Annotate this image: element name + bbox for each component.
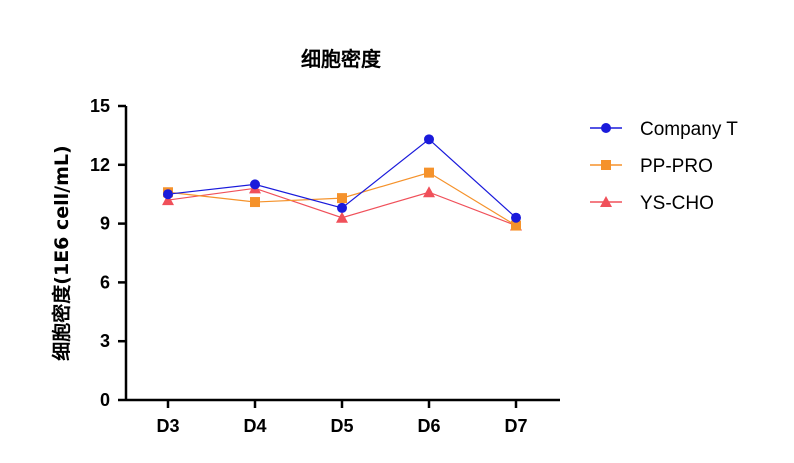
legend-item: PP-PRO <box>590 156 713 177</box>
data-point-triangle <box>336 211 348 223</box>
y-tick-label: 12 <box>90 155 110 175</box>
y-tick-label: 0 <box>100 390 110 410</box>
data-point-circle <box>337 202 347 213</box>
x-tick-label: D7 <box>504 416 527 436</box>
y-axis-label: 细胞密度(1E6 cell/mL) <box>50 145 73 360</box>
legend-label: YS-CHO <box>640 193 714 214</box>
data-point-circle <box>163 189 173 200</box>
data-point-square <box>511 220 521 231</box>
legend-marker-square <box>601 160 611 170</box>
x-tick-label: D3 <box>156 416 179 436</box>
data-point-circle <box>250 179 260 190</box>
data-point-triangle <box>162 194 174 206</box>
x-tick-label: D5 <box>330 416 353 436</box>
data-point-square <box>337 193 347 204</box>
y-tick-label: 15 <box>90 96 110 116</box>
data-point-triangle <box>423 186 435 198</box>
legend-marker-circle <box>601 123 611 133</box>
data-point-square <box>250 197 260 208</box>
y-tick-label: 9 <box>100 214 110 234</box>
legend-marker-triangle <box>600 196 612 207</box>
y-tick-label: 3 <box>100 331 110 351</box>
legend-label: Company T <box>640 119 738 140</box>
x-tick-label: D6 <box>417 416 440 436</box>
data-point-circle <box>424 134 434 145</box>
legend-label: PP-PRO <box>640 156 713 177</box>
chart-title: 细胞密度 <box>301 47 382 71</box>
y-tick-label: 6 <box>100 272 110 292</box>
legend-item: YS-CHO <box>590 193 714 214</box>
data-point-circle <box>511 212 521 223</box>
x-tick-label: D4 <box>243 416 266 436</box>
legend-item: Company T <box>590 119 738 140</box>
data-point-square <box>424 167 434 178</box>
